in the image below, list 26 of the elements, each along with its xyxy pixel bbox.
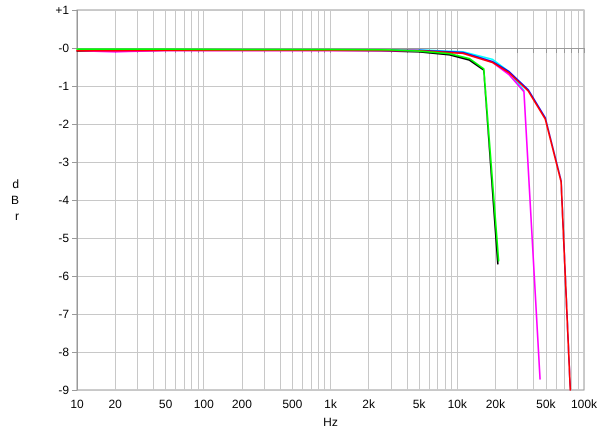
y-tick-label: -2 (58, 117, 70, 131)
y-tick-label: -8 (58, 345, 70, 359)
x-tick-label: 100k (570, 397, 598, 411)
y-axis-title: dBr (10, 177, 19, 223)
x-tick-label: 20 (108, 397, 122, 411)
y-tick-label: -1 (58, 79, 70, 93)
y-tick-label: -5 (58, 231, 70, 245)
y-tick-label: -0 (58, 41, 70, 55)
x-tick-label: 10k (448, 397, 468, 411)
x-tick-label: 100 (194, 397, 214, 411)
x-tick-label: 50k (536, 397, 556, 411)
y-tick-label: -7 (58, 307, 70, 321)
x-tick-label: 5k (412, 397, 426, 411)
x-tick-label: 1k (324, 397, 338, 411)
x-tick-label: 2k (362, 397, 376, 411)
x-axis-title: Hz (323, 415, 338, 429)
x-tick-label: 20k (486, 397, 506, 411)
x-tick-label: 50 (158, 397, 173, 411)
y-tick-label: -3 (58, 155, 70, 169)
y-tick-label: -9 (58, 383, 70, 397)
y-tick-label: -6 (58, 269, 70, 283)
y-tick-label: +1 (55, 3, 70, 17)
x-tick-label: 10 (70, 397, 84, 411)
y-tick-label: -4 (58, 193, 70, 207)
x-tick-label: 200 (232, 397, 252, 411)
x-tick-label: 500 (282, 397, 303, 411)
